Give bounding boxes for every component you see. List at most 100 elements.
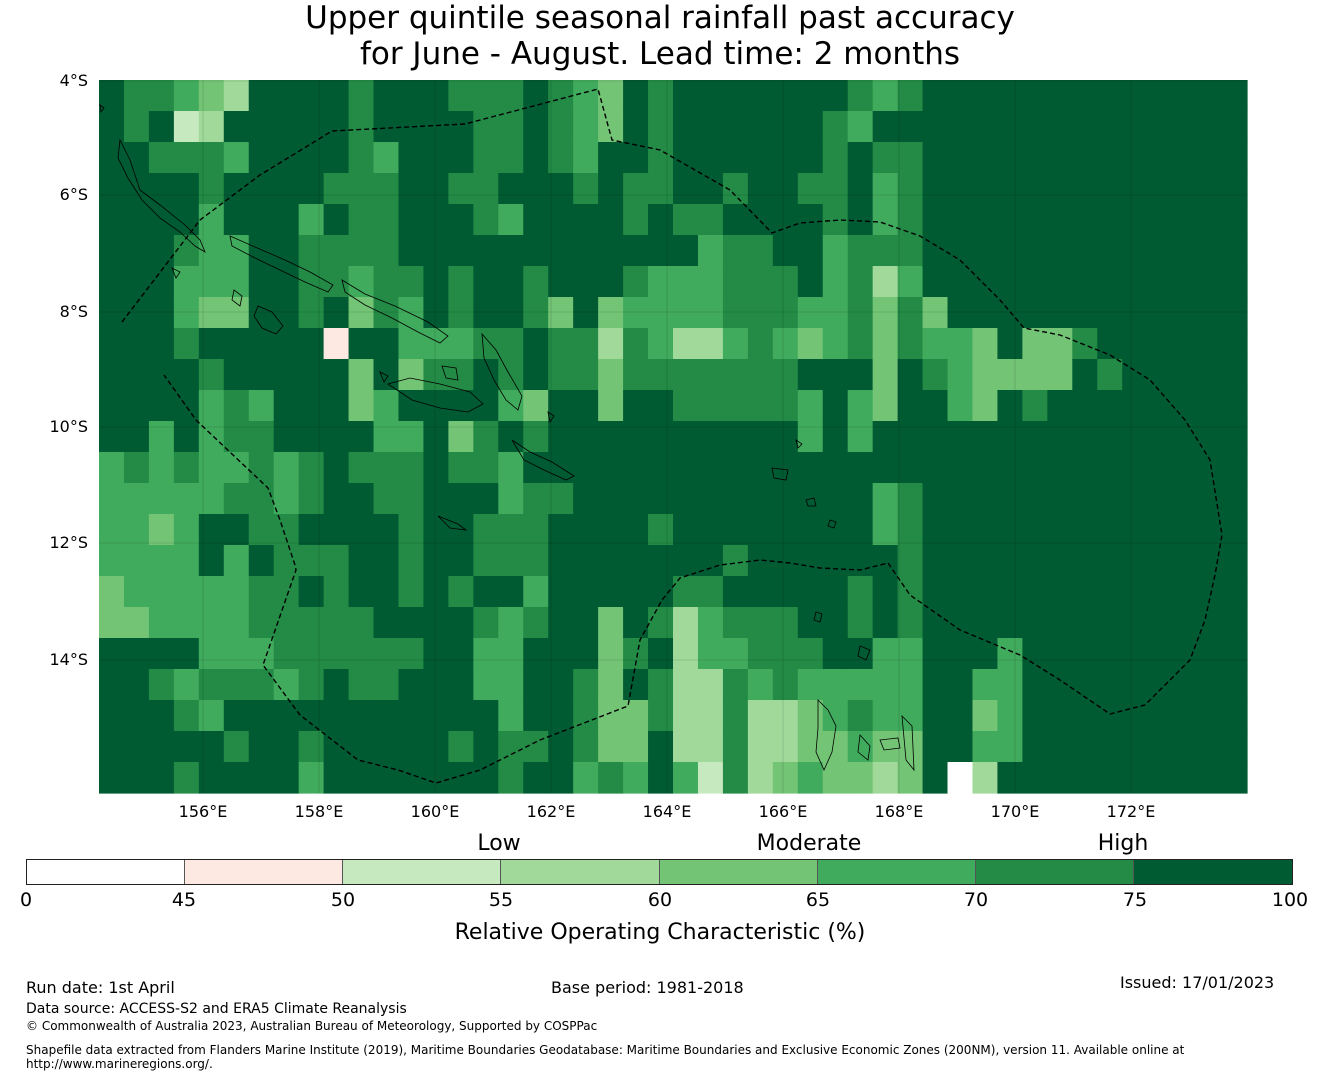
- grid-cell: [822, 390, 849, 422]
- grid-cell: [872, 204, 899, 236]
- grid-cell: [273, 700, 300, 732]
- grid-cell: [997, 204, 1023, 236]
- grid-cell: [173, 545, 200, 577]
- grid-cell: [947, 390, 974, 422]
- grid-cell: [598, 638, 624, 670]
- grid-cell: [1172, 545, 1198, 577]
- grid-cell: [99, 142, 125, 174]
- grid-cell: [198, 297, 225, 329]
- grid-cell: [1047, 545, 1073, 577]
- grid-cell: [947, 483, 974, 515]
- grid-cell: [897, 638, 924, 670]
- grid-cell: [797, 731, 824, 763]
- grid-cell: [573, 204, 599, 236]
- grid-cell: [273, 421, 300, 453]
- grid-cell: [972, 576, 999, 608]
- grid-cell: [872, 669, 899, 701]
- grid-cell: [1172, 80, 1198, 112]
- grid-cell: [248, 390, 275, 422]
- grid-cell: [373, 173, 400, 205]
- grid-cell: [448, 235, 474, 267]
- grid-cell: [847, 111, 874, 143]
- grid-cell: [648, 80, 674, 112]
- grid-cell: [747, 576, 774, 608]
- grid-cell: [473, 297, 499, 329]
- grid-cell: [697, 545, 724, 577]
- grid-cell: [847, 80, 874, 112]
- grid-cell: [922, 638, 949, 670]
- grid-cell: [772, 297, 799, 329]
- grid-cell: [1147, 545, 1173, 577]
- grid-cell: [1147, 359, 1173, 391]
- grid-cell: [1047, 638, 1073, 670]
- grid-cell: [747, 266, 774, 298]
- grid-cell: [1072, 80, 1098, 112]
- grid-cell: [1047, 452, 1073, 484]
- grid-cell: [1172, 576, 1198, 608]
- grid-cell: [148, 359, 175, 391]
- grid-cell: [248, 700, 275, 732]
- grid-cell: [573, 297, 599, 329]
- grid-cell: [248, 204, 275, 236]
- grid-cell: [673, 545, 699, 577]
- grid-cell: [897, 359, 924, 391]
- grid-cell: [673, 452, 699, 484]
- grid-cell: [148, 111, 175, 143]
- grid-cell: [747, 80, 774, 112]
- lat-label-6s: 6°S: [59, 185, 88, 204]
- grid-cell: [298, 638, 325, 670]
- grid-cell: [797, 452, 824, 484]
- grid-cell: [498, 762, 524, 794]
- banks-islet-b-coast: [857, 645, 871, 661]
- grid-cell: [198, 669, 225, 701]
- grid-cell: [872, 390, 899, 422]
- grid-cell: [1047, 700, 1073, 732]
- grid-cell: [473, 731, 499, 763]
- grid-cell: [1122, 80, 1148, 112]
- guadalcanal-coast: [387, 377, 484, 413]
- grid-cell: [573, 700, 599, 732]
- map-title: Upper quintile seasonal rainfall past ac…: [0, 0, 1320, 72]
- grid-cell: [1172, 638, 1198, 670]
- grid-cell: [822, 731, 849, 763]
- shapefile-credit-line-1: Shapefile data extracted from Flanders M…: [26, 1043, 1185, 1057]
- grid-cell: [673, 638, 699, 670]
- grid-cell: [797, 762, 824, 794]
- grid-cell: [523, 111, 549, 143]
- grid-cell: [772, 421, 799, 453]
- grid-cell: [498, 266, 524, 298]
- grid-cell: [248, 297, 275, 329]
- grid-cell: [148, 545, 175, 577]
- grid-cell: [598, 762, 624, 794]
- grid-cell: [747, 638, 774, 670]
- grid-cell: [648, 452, 674, 484]
- grid-cell: [1222, 111, 1248, 143]
- grid-cell: [947, 576, 974, 608]
- grid-cell: [847, 235, 874, 267]
- grid-cell: [947, 235, 974, 267]
- grid-cell: [697, 266, 724, 298]
- grid-cell: [548, 328, 574, 360]
- grid-cell: [373, 266, 400, 298]
- issued-date: Issued: 17/01/2023: [1120, 973, 1275, 992]
- grid-cell: [223, 483, 250, 515]
- grid-cell: [123, 80, 150, 112]
- grid-cell: [398, 607, 425, 639]
- grid-cell: [423, 483, 449, 515]
- grid-cell: [298, 607, 325, 639]
- grid-cell: [1072, 762, 1098, 794]
- grid-cell: [648, 762, 674, 794]
- grid-cell: [398, 266, 425, 298]
- grid-cell: [623, 669, 649, 701]
- grid-cell: [947, 545, 974, 577]
- grid-cell: [423, 638, 449, 670]
- grid-cell: [548, 173, 574, 205]
- grid-cell: [348, 483, 375, 515]
- grid-cell: [1197, 452, 1223, 484]
- grid-cell: [722, 266, 749, 298]
- grid-cell: [1047, 235, 1073, 267]
- grid-cell: [573, 328, 599, 360]
- grid-cell: [298, 700, 325, 732]
- grid-cell: [697, 204, 724, 236]
- grid-cell: [523, 452, 549, 484]
